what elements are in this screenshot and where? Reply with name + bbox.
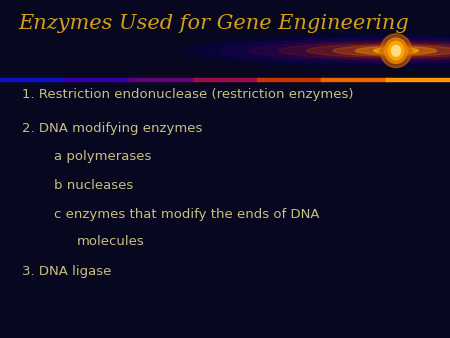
Text: b nucleases: b nucleases xyxy=(54,179,133,192)
Text: c enzymes that modify the ends of DNA: c enzymes that modify the ends of DNA xyxy=(54,208,320,221)
Ellipse shape xyxy=(374,48,419,54)
Ellipse shape xyxy=(388,41,404,60)
Text: 1. Restriction endonuclease (restriction enzymes): 1. Restriction endonuclease (restriction… xyxy=(22,88,354,101)
Text: a polymerases: a polymerases xyxy=(54,150,151,163)
Ellipse shape xyxy=(385,49,407,53)
Bar xyxy=(193,78,259,81)
Ellipse shape xyxy=(356,46,436,55)
Ellipse shape xyxy=(380,34,412,68)
Ellipse shape xyxy=(198,36,450,65)
Ellipse shape xyxy=(392,45,400,56)
Text: 3. DNA ligase: 3. DNA ligase xyxy=(22,265,112,278)
Ellipse shape xyxy=(385,38,407,64)
Ellipse shape xyxy=(306,44,450,57)
Bar xyxy=(0,78,67,81)
Ellipse shape xyxy=(279,42,450,59)
Text: molecules: molecules xyxy=(76,235,144,248)
Text: 2. DNA modifying enzymes: 2. DNA modifying enzymes xyxy=(22,122,203,135)
Bar xyxy=(64,78,131,81)
Ellipse shape xyxy=(333,45,450,56)
Ellipse shape xyxy=(220,39,450,63)
Bar xyxy=(386,78,450,81)
Bar xyxy=(257,78,324,81)
Bar xyxy=(129,78,195,81)
Text: Enzymes Used for Gene Engineering: Enzymes Used for Gene Engineering xyxy=(18,14,409,32)
Ellipse shape xyxy=(250,41,450,61)
Bar xyxy=(321,78,388,81)
Ellipse shape xyxy=(182,34,450,68)
